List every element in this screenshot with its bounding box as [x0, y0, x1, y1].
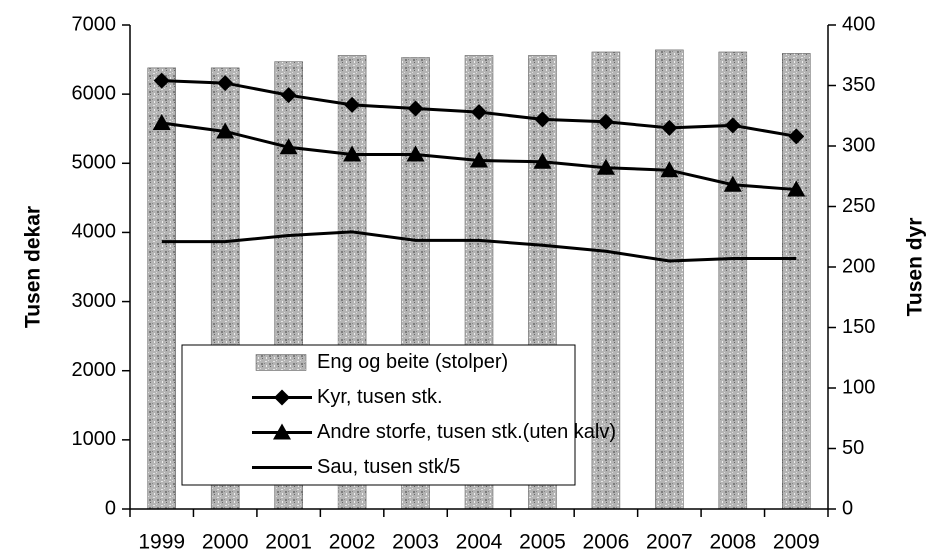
marker	[152, 114, 171, 131]
x-tick-label: 2005	[519, 531, 566, 554]
bar	[782, 53, 811, 510]
legend-label: Andre storfe, tusen stk.(uten kalv)	[317, 421, 616, 443]
y2-tick-label: 0	[842, 497, 853, 519]
y2-tick-label: 350	[842, 74, 875, 96]
legend-marker	[273, 423, 291, 440]
marker	[533, 152, 552, 169]
y2-tick-label: 150	[842, 316, 875, 338]
marker	[471, 104, 487, 121]
marker	[660, 161, 679, 178]
y-tick-label: 7000	[72, 13, 117, 35]
y2-axis-title: Tusen dyr	[904, 218, 927, 317]
y-tick-label: 6000	[72, 82, 117, 104]
line	[161, 230, 797, 263]
x-tick-label: 1999	[138, 531, 185, 554]
marker	[534, 111, 551, 128]
marker	[406, 145, 425, 162]
x-tick-label: 2002	[329, 531, 376, 554]
bar	[655, 49, 684, 510]
y-tick-label: 0	[105, 497, 116, 519]
marker	[787, 180, 806, 197]
marker	[217, 75, 234, 92]
x-tick-label: 2009	[773, 531, 820, 554]
x-tick-label: 2006	[583, 531, 630, 554]
marker	[723, 175, 742, 192]
legend-marker	[274, 389, 290, 406]
y-tick-label: 4000	[72, 221, 117, 243]
y-tick-label: 3000	[72, 290, 117, 312]
marker	[596, 158, 615, 175]
bar	[147, 67, 176, 510]
x-tick-label: 2007	[646, 531, 693, 554]
marker	[788, 128, 805, 145]
y-tick-label: 5000	[72, 152, 117, 174]
y2-tick-label: 400	[842, 13, 875, 35]
y-tick-label: 1000	[72, 428, 117, 450]
x-tick-label: 2003	[392, 531, 439, 554]
legend-label: Sau, tusen stk/5	[317, 456, 460, 478]
y2-tick-label: 100	[842, 376, 875, 398]
marker	[470, 151, 488, 168]
y-axis-title: Tusen dekar	[22, 206, 45, 328]
marker	[724, 117, 741, 134]
y2-tick-label: 50	[842, 437, 864, 459]
y2-tick-label: 200	[842, 255, 875, 277]
x-tick-label: 2008	[709, 531, 756, 554]
legend-swatch	[255, 354, 307, 371]
y2-tick-label: 300	[842, 134, 875, 156]
x-tick-label: 2004	[456, 531, 503, 554]
marker	[216, 122, 235, 139]
legend-label: Eng og beite (stolper)	[317, 351, 508, 373]
y-tick-label: 2000	[72, 359, 117, 381]
marker	[344, 96, 361, 113]
marker	[597, 113, 614, 130]
legend-box	[181, 344, 576, 486]
legend-label: Kyr, tusen stk.	[317, 386, 443, 408]
marker	[153, 72, 170, 89]
marker	[661, 119, 678, 136]
marker	[407, 100, 424, 117]
marker	[279, 138, 298, 155]
marker	[280, 87, 297, 104]
x-tick-label: 2000	[202, 531, 249, 554]
marker	[343, 145, 362, 162]
y2-tick-label: 250	[842, 195, 875, 217]
x-tick-label: 2001	[265, 531, 312, 554]
